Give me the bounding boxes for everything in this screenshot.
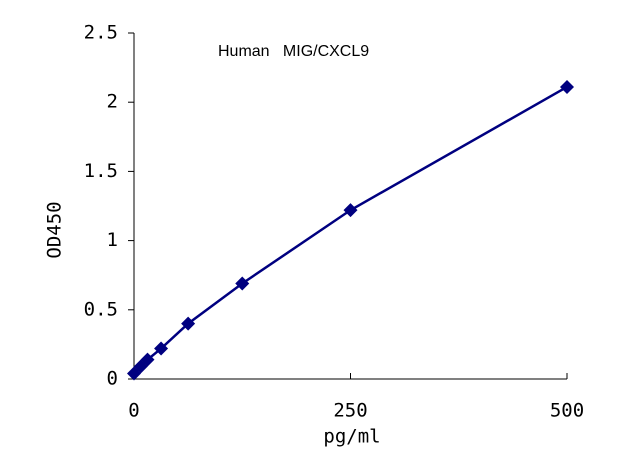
x-tick-label: 0: [128, 400, 139, 422]
chart-title: Human MIG/CXCL9: [218, 43, 369, 60]
data-point: [154, 341, 169, 356]
data-point: [560, 79, 574, 94]
y-tick-label: 0.5: [84, 298, 118, 320]
y-tick-label: 2.5: [84, 22, 118, 44]
data-point: [140, 352, 155, 367]
data-point: [235, 276, 250, 291]
y-tick-label: 0: [107, 368, 118, 390]
y-axis-label: OD450: [44, 201, 66, 258]
y-tick-label: 1.5: [84, 160, 118, 182]
y-tick-label: 1: [107, 229, 118, 251]
data-point: [181, 316, 196, 331]
series-line: [133, 85, 568, 375]
y-tick-label: 2: [107, 91, 118, 113]
data-point: [343, 203, 358, 218]
x-axis-label: pg/ml: [323, 426, 380, 448]
x-tick-label: 250: [333, 400, 367, 422]
x-tick-label: 500: [550, 400, 584, 422]
